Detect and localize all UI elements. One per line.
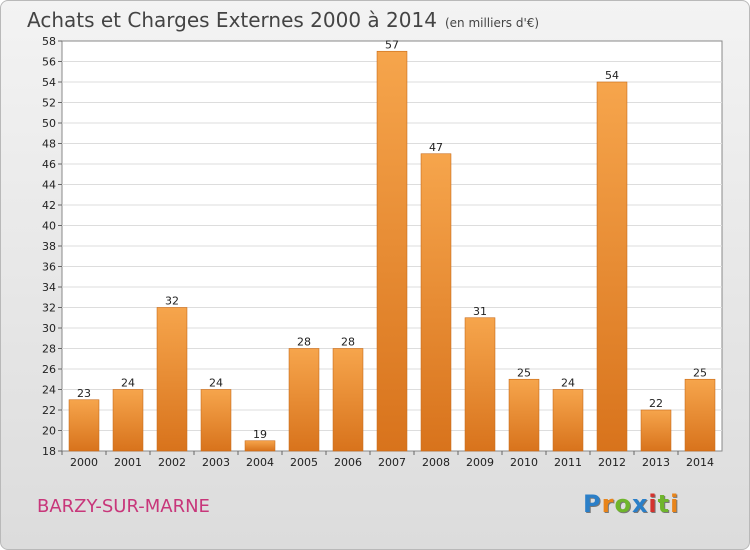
bar-2010 (508, 378, 540, 452)
x-tick-label: 2002 (158, 456, 186, 469)
bar-2007 (376, 50, 408, 452)
title-text: Achats et Charges Externes 2000 à 2014 (27, 8, 437, 32)
logo-letter: r (601, 490, 615, 518)
data-label: 19 (253, 428, 267, 441)
bar-2006 (332, 348, 364, 452)
x-tick-label: 2012 (598, 456, 626, 469)
bar-2004 (244, 440, 276, 452)
logo-letter: x (631, 490, 649, 518)
y-tick-label: 20 (42, 425, 56, 438)
y-tick-label: 24 (42, 384, 56, 397)
x-tick-label: 2010 (510, 456, 538, 469)
x-tick-label: 2004 (246, 456, 274, 469)
bar-2009 (464, 317, 496, 452)
logo-letter: t (657, 490, 671, 518)
y-tick-label: 30 (42, 322, 56, 335)
bar-2000 (68, 399, 100, 452)
y-tick-label: 48 (42, 138, 56, 151)
logo-letter: i (648, 490, 658, 518)
data-label: 25 (693, 366, 707, 379)
y-tick-label: 42 (42, 199, 56, 212)
y-tick-label: 56 (42, 56, 56, 69)
y-tick-label: 44 (42, 179, 56, 192)
x-tick-label: 2005 (290, 456, 318, 469)
data-label: 25 (517, 366, 531, 379)
bar-2011 (552, 389, 584, 452)
data-label: 54 (605, 69, 619, 82)
bar-2014 (684, 378, 716, 452)
y-tick-label: 54 (42, 76, 56, 89)
data-label: 22 (649, 397, 663, 410)
data-label: 32 (165, 295, 179, 308)
data-label: 24 (209, 377, 223, 390)
y-tick-label: 36 (42, 261, 56, 274)
x-tick-label: 2007 (378, 456, 406, 469)
bar-2002 (156, 307, 188, 452)
bar-2001 (112, 389, 144, 452)
y-tick-label: 22 (42, 404, 56, 417)
data-label: 28 (341, 336, 355, 349)
bar-2012 (596, 81, 628, 452)
bar-2013 (640, 409, 672, 452)
y-tick-label: 18 (42, 445, 56, 458)
x-tick-label: 2013 (642, 456, 670, 469)
data-label: 24 (561, 377, 575, 390)
x-axis: 2000 2001 2002 2003 2004 2005 2006 2007 2008 2009… (61, 451, 714, 469)
y-tick-label: 32 (42, 302, 56, 315)
bar-2008 (420, 153, 452, 452)
x-tick-label: 2006 (334, 456, 362, 469)
y-tick-label: 46 (42, 158, 56, 171)
x-tick-label: 2001 (114, 456, 142, 469)
chart-title: Achats et Charges Externes 2000 à 2014 (e… (27, 8, 539, 32)
y-tick-label: 28 (42, 343, 56, 356)
data-label: 31 (473, 305, 487, 318)
x-tick-label: 2009 (466, 456, 494, 469)
x-tick-label: 2003 (202, 456, 230, 469)
x-tick-label: 2008 (422, 456, 450, 469)
y-tick-label: 50 (42, 117, 56, 130)
y-tick-label: 52 (42, 97, 56, 110)
x-tick-label: 2014 (686, 456, 714, 469)
x-tick-label: 2011 (554, 456, 582, 469)
data-label: 24 (121, 377, 135, 390)
bars: 23 24 32 24 19 28 28 57 47 31 25 24 54 22 25 (68, 38, 716, 452)
data-label: 47 (429, 141, 443, 154)
title-unit: (en milliers d'€) (444, 16, 540, 30)
y-axis: 18 20 22 24 26 28 30 32 34 36 38 40 42 44 46 48 50 52 54 56… (42, 35, 62, 458)
y-tick-label: 38 (42, 240, 56, 253)
bar-2003 (200, 389, 232, 452)
y-tick-label: 58 (42, 35, 56, 48)
data-label: 28 (297, 336, 311, 349)
y-tick-label: 26 (42, 363, 56, 376)
logo-letter: i (670, 490, 680, 518)
x-tick-label: 2000 (70, 456, 98, 469)
logo-letter: P (583, 490, 602, 518)
bar-2005 (288, 348, 320, 452)
data-label: 57 (385, 38, 399, 51)
data-label: 23 (77, 387, 91, 400)
logo-letter: o (614, 490, 632, 518)
commune-name: BARZY-SUR-MARNE (37, 496, 210, 517)
y-tick-label: 34 (42, 281, 56, 294)
proxiti-logo[interactable]: Proxiti (583, 490, 679, 518)
y-tick-label: 40 (42, 220, 56, 233)
